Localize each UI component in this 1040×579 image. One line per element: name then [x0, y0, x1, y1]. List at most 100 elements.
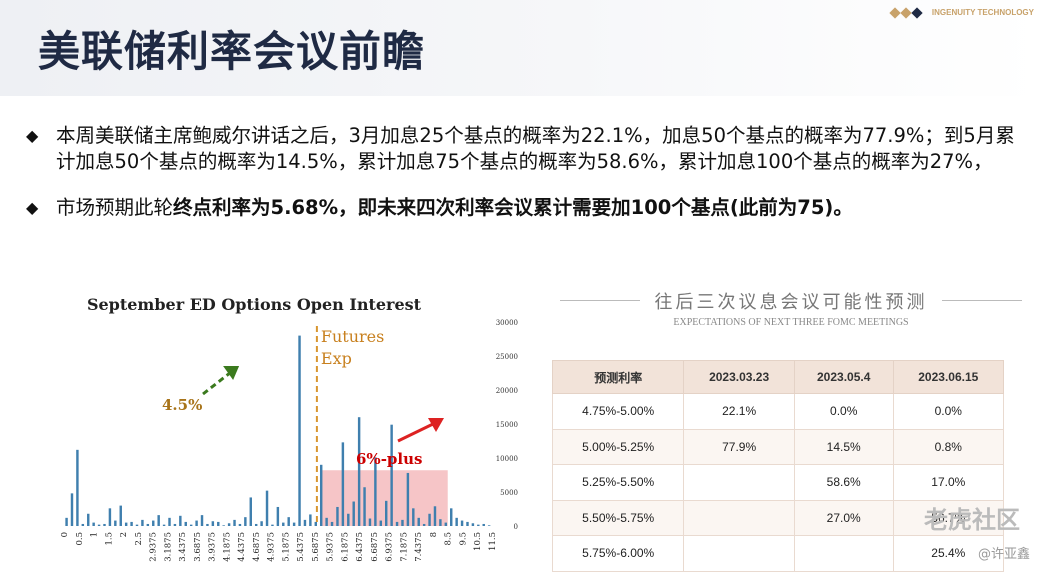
- chart-bar: [233, 519, 236, 526]
- chart-bar: [357, 417, 361, 526]
- y-tick-label: 30000: [496, 319, 518, 327]
- chart-bar: [460, 520, 464, 526]
- bullet-list: ◆ 本周美联储主席鲍威尔讲话之后，3月加息25个基点的概率为22.1%，加息50…: [26, 123, 1026, 221]
- table-cell: 5.25%-5.50%: [551, 464, 685, 501]
- chart-bar: [309, 514, 312, 526]
- x-tick-label: 4.1875: [222, 532, 232, 562]
- x-tick-label: 5.6875: [311, 532, 321, 562]
- arrow-4-5-icon: [202, 370, 233, 396]
- chart-bar: [114, 520, 117, 526]
- chart-bar: [395, 521, 399, 526]
- chart-bar: [330, 521, 334, 526]
- x-tick-label: 4.9375: [267, 532, 277, 562]
- chart-bar: [325, 517, 328, 526]
- table-cell: 58.6%: [793, 464, 894, 501]
- chart-bar: [97, 524, 101, 526]
- table-cell: 4.75%-5.00%: [551, 393, 685, 430]
- y-tick-label: 20000: [496, 387, 518, 395]
- chart-bar: [428, 513, 431, 526]
- chart-bar: [238, 523, 242, 526]
- x-tick-label: 7.4375: [414, 532, 424, 562]
- chart-bar: [146, 523, 150, 526]
- table-cell: 0.8%: [892, 428, 1005, 465]
- x-tick-label: 1.5: [104, 532, 114, 546]
- y-tick-label: 0: [514, 523, 518, 531]
- title-divider-right: [942, 300, 1022, 301]
- table-header-row: 预测利率 2023.03.23 2023.05.4 2023.06.15: [551, 360, 1005, 394]
- chart-bar: [260, 521, 263, 526]
- table-cell: 22.1%: [683, 393, 795, 430]
- chart-bar: [422, 523, 426, 526]
- chart-bar: [124, 522, 128, 526]
- table-row: 4.75%-5.00% 22.1% 0.0% 0.0%: [551, 393, 1005, 430]
- x-tick-label: 3.4375: [178, 532, 188, 562]
- x-tick-label: 7.1875: [399, 532, 409, 562]
- table-row: 5.00%-5.25% 77.9% 14.5% 0.8%: [551, 428, 1005, 465]
- chart-bar: [271, 524, 274, 526]
- chart-bar: [70, 493, 74, 526]
- x-tick-label: 10.5: [473, 532, 483, 551]
- chart-bar: [287, 517, 290, 526]
- table-cell: [683, 535, 795, 572]
- chart-bar: [76, 449, 79, 526]
- chart-bar: [379, 520, 383, 526]
- table-cell: 27.0%: [793, 499, 894, 536]
- chart-bar: [227, 523, 231, 526]
- x-tick-label: 5.9375: [326, 532, 336, 562]
- bullet-text: 本周美联储主席鲍威尔讲话之后，3月加息25个基点的概率为22.1%，加息50个基…: [56, 124, 1015, 173]
- brand-logo: INGENUITY TECHNOLOGY: [889, 6, 1034, 19]
- x-tick-label: 6.9375: [385, 532, 395, 562]
- page-title: 美联储利率会议前瞻: [38, 27, 426, 76]
- chart-bar: [108, 508, 112, 526]
- chart-bar: [141, 519, 144, 526]
- x-tick-label: 9.5: [458, 532, 468, 546]
- futures-exp-label: Futures: [321, 327, 384, 346]
- chart-bar: [471, 523, 475, 526]
- chart-bar: [130, 521, 133, 526]
- chart-bar: [444, 522, 448, 526]
- chart-bar: [254, 523, 258, 526]
- x-tick-label: 3.6875: [193, 532, 203, 562]
- table-cell: 0.0%: [892, 393, 1005, 430]
- bullet-diamond-icon: ◆: [26, 126, 39, 145]
- header-band: [0, 0, 1040, 96]
- column-header: 2023.05.4: [793, 360, 894, 394]
- chart-bar: [195, 520, 198, 526]
- arrow-6plus-icon: [397, 422, 434, 443]
- chart-bar: [81, 523, 85, 526]
- x-tick-label: 0.5: [75, 532, 85, 546]
- x-tick-label: 1: [90, 532, 100, 537]
- bullet-text: 市场预期此轮终点利率为5.68%，即未来四次利率会议累计需要加100个基点(此前…: [56, 195, 853, 221]
- annotation-6plus: 6%-plus: [356, 450, 422, 468]
- chart-bar: [336, 506, 339, 526]
- chart-bar: [200, 515, 204, 526]
- x-tick-label: 6.4375: [355, 532, 365, 562]
- table-cell: 17.0%: [892, 464, 1005, 501]
- chart-bar: [363, 487, 366, 526]
- options-chart: September ED Options Open Interest Futur…: [48, 286, 526, 574]
- chart-bar: [314, 521, 318, 526]
- chart-bar: [319, 464, 323, 526]
- table-row: 5.50%-5.75% 27.0% 56.7%: [551, 499, 1005, 536]
- chart-bar: [244, 517, 247, 526]
- chart-bar: [92, 522, 95, 526]
- table-cell: 14.5%: [793, 428, 894, 465]
- chart-title: September ED Options Open Interest: [87, 295, 422, 314]
- probability-table: 预测利率 2023.03.23 2023.05.4 2023.06.15 4.7…: [551, 360, 1005, 572]
- chart-bar: [249, 497, 252, 526]
- chart-bar: [211, 521, 215, 526]
- bullet-item-1: ◆ 本周美联储主席鲍威尔讲话之后，3月加息25个基点的概率为22.1%，加息50…: [26, 123, 1026, 175]
- chart-svg: September ED Options Open Interest Futur…: [60, 295, 518, 562]
- chart-bar: [439, 519, 442, 526]
- chart-bar: [406, 472, 410, 526]
- x-tick-label: 8: [429, 532, 439, 537]
- chart-bar: [417, 517, 420, 526]
- chart-bar: [276, 506, 280, 526]
- brand-dot-3: [911, 6, 923, 19]
- chart-bar: [385, 500, 388, 526]
- x-tick-label: 11.5: [488, 532, 498, 551]
- chart-bar: [450, 508, 453, 526]
- chart-bar: [298, 335, 301, 526]
- chart-bar: [103, 523, 106, 526]
- y-tick-label: 15000: [496, 421, 518, 429]
